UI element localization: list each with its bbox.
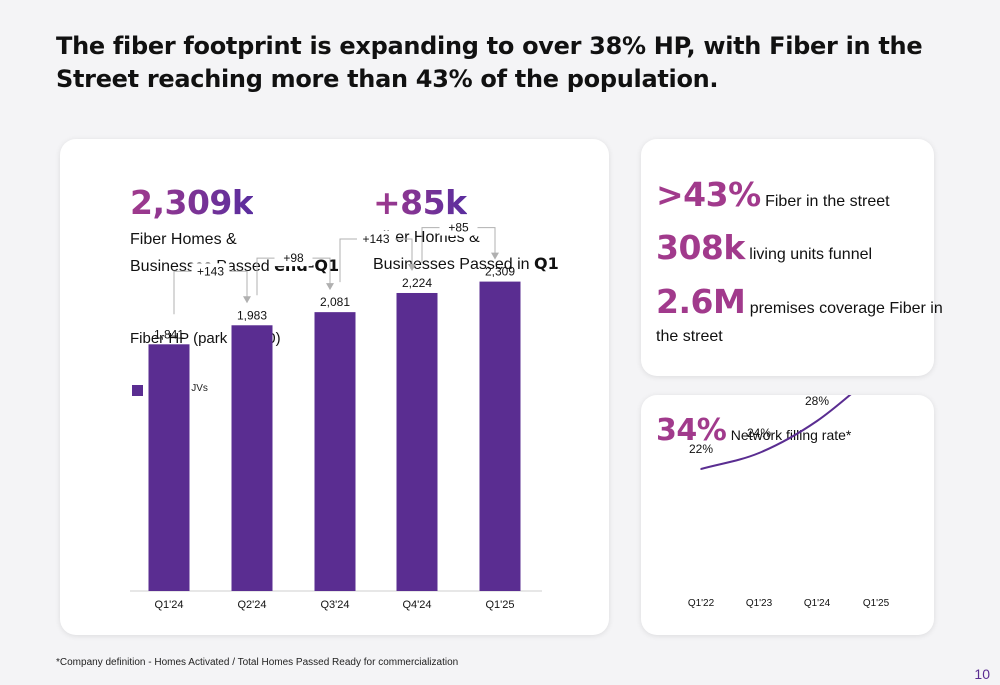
filling-rate-value: 34% — [656, 413, 727, 448]
x-tick-label: Q1'22 — [688, 598, 715, 609]
bar — [479, 281, 521, 591]
bar-value-label: 2,309 — [485, 265, 515, 279]
line-value-label: 28% — [805, 395, 829, 408]
filling-rate-label: Network filling rate* — [730, 427, 852, 443]
increment-label: +98 — [283, 251, 304, 265]
premises-coverage-row: 2.6M premises coverage Fiber in — [656, 282, 943, 321]
bar-value-label: 1,841 — [154, 327, 184, 341]
x-tick-label: Q1'25 — [485, 599, 514, 611]
line-value-label: 24% — [747, 426, 771, 440]
x-tick-label: Q1'23 — [746, 598, 773, 609]
kpi-homes-passed-label-line1: Fiber Homes & — [130, 231, 237, 248]
kpi-homes-passed-value: 2,309k — [130, 183, 254, 222]
increment-label-bg — [274, 250, 313, 267]
increment-label-bg — [439, 219, 478, 236]
x-tick-label: Q1'25 — [863, 598, 890, 609]
bar — [314, 312, 356, 591]
filling-rate-line — [700, 395, 852, 470]
bar-chart: 1,841 Q1'24 1,983 Q2'24 2,081 Q3'24 2,224 Q4'24… — [130, 219, 542, 611]
fiber-street-label: Fiber in the street — [765, 193, 890, 210]
page-number: 10 — [974, 666, 990, 682]
increment-label: +85 — [448, 221, 469, 235]
premises-coverage-label-cont: the street — [656, 328, 723, 345]
filling-rate-row: 34% Network filling rate* — [656, 413, 851, 448]
bar-value-label: 2,081 — [320, 295, 350, 309]
kpi-net-adds-value: +85k — [373, 183, 467, 222]
filling-rate-card: 34% Network filling rate* 22% Q1'22 24% Q1'… — [641, 395, 934, 635]
line-point — [758, 452, 760, 454]
increment-arrowhead — [243, 296, 251, 304]
premises-coverage-value: 2.6M — [656, 282, 746, 321]
x-tick-label: Q1'24 — [154, 599, 183, 611]
bar-value-label: 1,983 — [237, 308, 267, 322]
fiber-street-card: >43% Fiber in the street 308k living uni… — [641, 139, 943, 376]
page-title: The fiber footprint is expanding to over… — [56, 32, 923, 93]
premises-coverage-label: premises coverage Fiber in — [749, 300, 943, 317]
x-tick-label: Q3'24 — [320, 599, 349, 611]
fiber-street-row: >43% Fiber in the street — [656, 175, 890, 214]
fiber-street-value: >43% — [656, 175, 761, 214]
bar — [148, 344, 190, 591]
line-point — [816, 420, 818, 422]
line-point — [700, 468, 702, 470]
living-units-row: 308k living units funnel — [656, 228, 872, 267]
living-units-value: 308k — [656, 228, 745, 267]
x-tick-label: Q1'24 — [804, 598, 831, 609]
bar-value-label: 2,224 — [402, 276, 432, 290]
increment-arrowhead — [491, 252, 499, 260]
legend-swatch — [132, 385, 143, 396]
bar — [396, 292, 438, 591]
increment-arrowhead — [408, 263, 416, 271]
line-value-label: 22% — [689, 442, 713, 456]
bar — [231, 325, 273, 591]
increment-arrowhead — [326, 283, 334, 291]
increment-label: +143 — [362, 232, 389, 246]
increment-label-bg — [191, 263, 230, 280]
increment-label-bg — [357, 230, 395, 247]
kpi-net-adds-label-bold: Q1 — [533, 254, 559, 273]
fiber-hp-card: 2,309k Fiber Homes & Businesses Passed e… — [60, 139, 609, 635]
footnote: *Company definition - Homes Activated / … — [56, 657, 459, 668]
living-units-label: living units funnel — [749, 246, 873, 263]
x-tick-label: Q2'24 — [237, 599, 266, 611]
x-tick-label: Q4'24 — [402, 599, 431, 611]
increment-label: +143 — [197, 264, 224, 278]
